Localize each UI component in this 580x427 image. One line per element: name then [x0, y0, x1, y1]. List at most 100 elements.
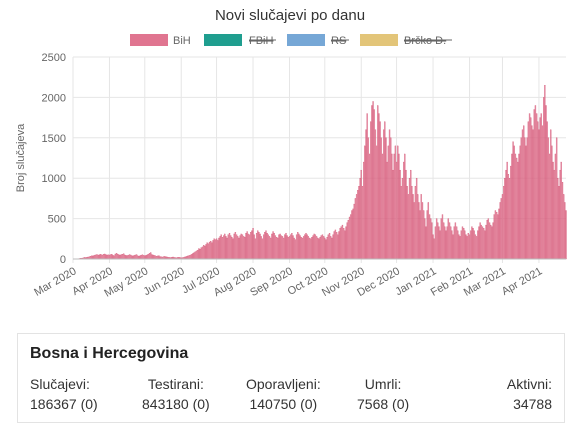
- bar: [524, 137, 526, 260]
- stat-active: Aktivni: 34788: [507, 374, 552, 414]
- bar: [322, 236, 325, 260]
- bar: [251, 230, 253, 260]
- bar: [237, 236, 239, 260]
- legend-swatch-bih: [130, 34, 168, 46]
- bar: [277, 237, 279, 260]
- stat-tested-label: Testirani:: [147, 376, 204, 392]
- bar: [240, 233, 242, 260]
- bar: [504, 178, 506, 260]
- bar: [271, 233, 273, 260]
- bar: [511, 153, 513, 260]
- bar: [468, 234, 471, 260]
- bar: [461, 226, 464, 260]
- bar: [417, 194, 419, 260]
- bar: [272, 231, 274, 260]
- y-tick-label: 2000: [42, 92, 66, 104]
- bar: [270, 237, 272, 260]
- bar: [198, 248, 200, 260]
- bar: [541, 125, 544, 260]
- bar: [287, 237, 289, 260]
- bar: [457, 230, 459, 260]
- legend-label-fbih: FBiH: [249, 35, 274, 47]
- bar: [545, 105, 547, 260]
- bar: [420, 194, 422, 260]
- bar: [227, 234, 229, 260]
- bar: [493, 214, 495, 260]
- bar: [394, 145, 397, 260]
- bar: [451, 230, 453, 260]
- bar: [494, 210, 497, 260]
- bar: [538, 129, 540, 260]
- bar: [99, 254, 101, 260]
- bar: [321, 234, 324, 260]
- bar: [104, 253, 106, 260]
- bar: [325, 239, 327, 260]
- bar: [232, 238, 234, 260]
- bar: [193, 252, 195, 260]
- bar: [134, 254, 137, 260]
- bar: [490, 224, 492, 260]
- bar: [235, 234, 238, 260]
- bar: [217, 240, 219, 260]
- bar: [412, 194, 414, 260]
- bar: [250, 232, 252, 260]
- bar: [148, 253, 151, 260]
- bar: [284, 234, 286, 260]
- legend-item-rs[interactable]: RS: [287, 34, 349, 47]
- bar: [247, 233, 249, 260]
- bar: [352, 208, 354, 260]
- bar: [115, 253, 118, 260]
- bar: [480, 224, 482, 260]
- bar: [131, 255, 133, 260]
- bar: [215, 238, 218, 260]
- bar: [314, 234, 317, 260]
- bar: [513, 145, 515, 260]
- bar: [463, 228, 465, 260]
- bar: [320, 235, 322, 260]
- bar: [371, 105, 373, 260]
- bar: [508, 178, 511, 260]
- bar: [338, 231, 340, 260]
- bar: [411, 186, 413, 260]
- bar: [492, 222, 494, 260]
- bar: [377, 105, 379, 260]
- bar: [458, 234, 460, 260]
- bar: [406, 186, 408, 260]
- bar: [370, 121, 372, 260]
- bar: [147, 254, 149, 260]
- bar: [373, 109, 375, 260]
- legend-item-bih[interactable]: BiH: [130, 34, 191, 47]
- bar: [304, 234, 306, 260]
- stat-tested-value: 843180 (0): [142, 396, 210, 412]
- bar: [391, 153, 393, 260]
- legend: BiH FBiH RS Brčko D.: [130, 34, 452, 47]
- legend-swatch-fbih: [204, 34, 242, 46]
- bar: [390, 137, 392, 260]
- bar: [334, 229, 337, 260]
- bar: [252, 228, 254, 260]
- bar: [378, 113, 380, 260]
- bar: [419, 210, 421, 260]
- bar: [100, 254, 102, 260]
- bar: [112, 255, 114, 260]
- bar: [145, 255, 147, 260]
- bar: [311, 237, 313, 260]
- legend-item-fbih[interactable]: FBiH: [204, 34, 276, 47]
- bar: [467, 232, 470, 260]
- bar: [300, 237, 302, 260]
- bar: [535, 113, 538, 260]
- bar: [205, 244, 207, 260]
- stat-cases-label: Slučajevi:: [30, 376, 90, 392]
- legend-item-brcko[interactable]: Brčko D.: [360, 34, 452, 47]
- bar: [514, 153, 517, 260]
- bar: [430, 218, 432, 260]
- bar: [439, 230, 441, 260]
- bar: [400, 186, 402, 260]
- bar: [423, 210, 425, 260]
- bar: [241, 234, 244, 260]
- bar: [294, 239, 297, 260]
- bar: [346, 222, 348, 260]
- bar: [452, 234, 454, 260]
- bar: [339, 228, 341, 260]
